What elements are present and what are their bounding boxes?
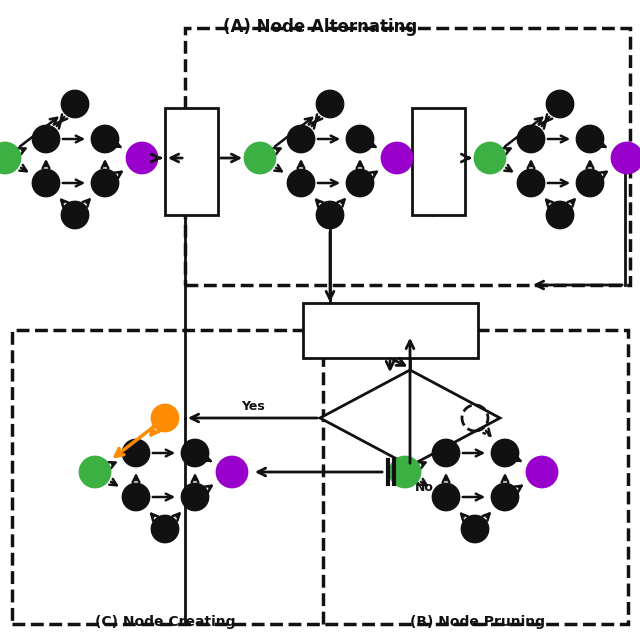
Text: (B) Node Pruning: (B) Node Pruning [410,615,545,629]
Circle shape [123,440,149,466]
FancyBboxPatch shape [412,108,465,215]
Circle shape [577,126,603,152]
Circle shape [347,170,373,196]
Circle shape [92,126,118,152]
Circle shape [127,143,157,173]
Text: Token Updating: Token Updating [432,107,445,216]
Circle shape [33,126,59,152]
Circle shape [317,202,343,228]
Circle shape [33,170,59,196]
Circle shape [433,440,459,466]
Text: (A) Node Alternating: (A) Node Alternating [223,18,417,36]
Circle shape [577,170,603,196]
Bar [185,28,630,285]
Circle shape [288,170,314,196]
Text: Distance is
Converging?: Distance is Converging? [366,399,454,427]
Circle shape [390,457,420,487]
FancyBboxPatch shape [303,303,478,358]
Circle shape [492,484,518,510]
Bar [12,330,628,624]
Circle shape [433,484,459,510]
Circle shape [612,143,640,173]
Text: Tokenizer: Tokenizer [185,128,198,195]
Circle shape [152,516,178,542]
Circle shape [317,91,343,117]
Circle shape [182,484,208,510]
Circle shape [547,202,573,228]
FancyBboxPatch shape [165,108,218,215]
Circle shape [92,170,118,196]
Circle shape [123,484,149,510]
Circle shape [462,516,488,542]
Circle shape [518,126,544,152]
Circle shape [518,170,544,196]
Circle shape [475,143,505,173]
Text: No: No [415,481,434,494]
Text: Yes: Yes [241,400,264,413]
Circle shape [217,457,247,487]
Circle shape [347,126,373,152]
Circle shape [182,440,208,466]
Circle shape [0,143,20,173]
Circle shape [288,126,314,152]
Circle shape [80,457,110,487]
Circle shape [152,405,178,431]
Text: (C) Node Creating: (C) Node Creating [95,615,236,629]
Circle shape [62,202,88,228]
Circle shape [382,143,412,173]
Circle shape [62,91,88,117]
Text: Compute Distance
of Each Node: Compute Distance of Each Node [326,316,454,345]
Polygon shape [320,370,500,466]
Circle shape [245,143,275,173]
Circle shape [492,440,518,466]
Circle shape [527,457,557,487]
Circle shape [547,91,573,117]
